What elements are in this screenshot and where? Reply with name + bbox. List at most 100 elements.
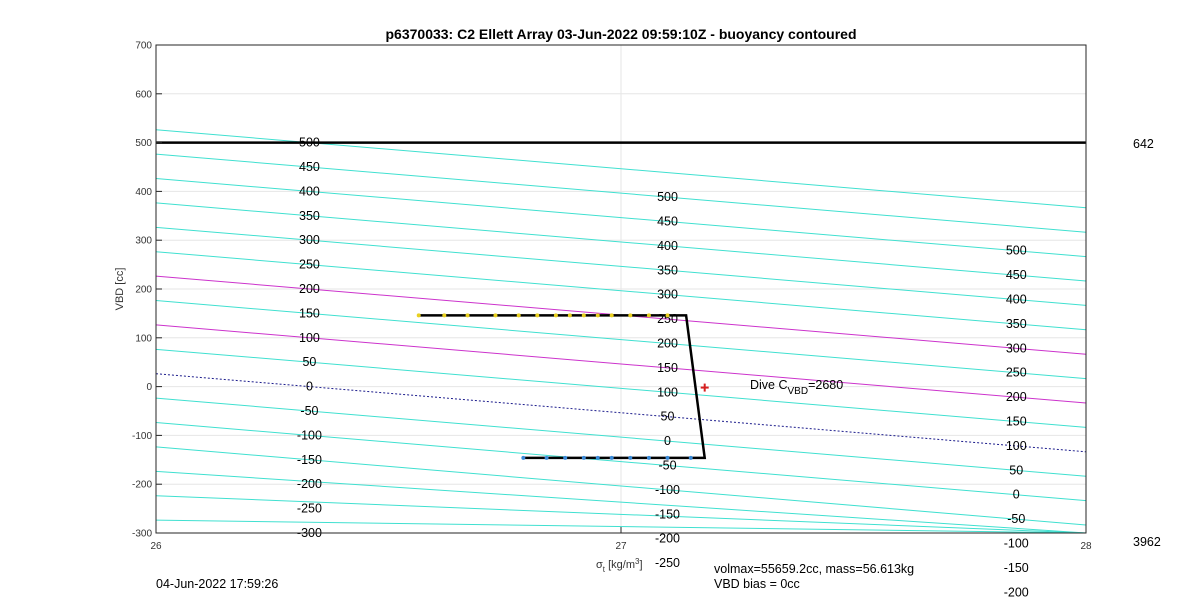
contour-label: 200 [657, 336, 678, 350]
contour-label: 150 [299, 306, 320, 320]
contour-line [155, 153, 1087, 233]
contour-label: 50 [302, 355, 316, 369]
y-tick-label: -300 [132, 529, 152, 540]
contour-label: 450 [1006, 268, 1027, 282]
contour-label: 200 [299, 282, 320, 296]
contour-label: 350 [657, 263, 678, 277]
contour-label: -250 [297, 502, 322, 516]
contour-label: 0 [1013, 488, 1020, 502]
ascent-point [553, 313, 558, 318]
x-tick-label: 28 [1080, 541, 1092, 552]
contour-label: 300 [299, 233, 320, 247]
ascent-point [665, 313, 670, 318]
ascent-point [442, 313, 447, 318]
ascent-point [646, 313, 651, 318]
contour-label: 350 [299, 209, 320, 223]
contour-line [155, 422, 1087, 502]
ascent-point [567, 313, 572, 318]
descent-point [563, 455, 568, 460]
contour-label: -50 [658, 458, 676, 472]
contour-label: 0 [306, 380, 313, 394]
contour-label: 50 [1009, 463, 1023, 477]
descent-point [609, 455, 614, 460]
contour-label: 150 [1006, 415, 1027, 429]
contour-line [155, 470, 1087, 534]
ascent-point [609, 313, 614, 318]
contour-label: -50 [1007, 512, 1025, 526]
dive-cvbd-marker [700, 383, 709, 392]
contour-label: 350 [1006, 317, 1027, 331]
contour-label: 0 [664, 434, 671, 448]
contour-line [155, 324, 1087, 404]
contour-label: 200 [1006, 390, 1027, 404]
contour-label: -150 [1004, 561, 1029, 575]
contour-label: -50 [300, 404, 318, 418]
x-label-close: ] [639, 559, 642, 571]
contour-label: 500 [1006, 244, 1027, 258]
annotation-tail: =2680 [808, 378, 843, 392]
footer-bias: VBD bias = 0cc [714, 577, 800, 591]
contour-label: -100 [1004, 537, 1029, 551]
footer-volmax: volmax=55659.2cc, mass=56.613kg [714, 562, 914, 576]
ascent-point [465, 313, 470, 318]
right-label-top: 642 [1133, 137, 1154, 151]
contour-label: 100 [1006, 439, 1027, 453]
y-axis-label: VBD [cc] [114, 268, 126, 311]
contour-label: 300 [657, 288, 678, 302]
y-tick-label: 700 [135, 41, 152, 52]
contour-label: 400 [657, 239, 678, 253]
contour-lines [155, 129, 1087, 534]
contour-line [155, 300, 1087, 380]
chart-title: p6370033: C2 Ellett Array 03-Jun-2022 09… [386, 26, 857, 42]
y-tick-label: 0 [146, 382, 152, 393]
contour-label: 150 [657, 361, 678, 375]
y-tick-label: 300 [135, 236, 152, 247]
contour-line [155, 202, 1087, 282]
dive-cvbd-annotation: Dive CVBD=2680 [750, 378, 843, 397]
descent-point [688, 455, 693, 460]
contour-line [155, 373, 1087, 453]
contour-line [155, 251, 1087, 331]
contour-label: 300 [1006, 341, 1027, 355]
contour-labels: 500450400350300250200150100500-50-100-15… [297, 136, 1029, 600]
contour-label: 400 [299, 184, 320, 198]
contour-line [155, 397, 1087, 477]
contour-label: 50 [661, 410, 675, 424]
descent-point [595, 455, 600, 460]
contour-label: 250 [1006, 366, 1027, 380]
x-axis-ticks: 26 27 28 [150, 527, 1092, 552]
contour-label: 450 [657, 214, 678, 228]
ascent-point [581, 313, 586, 318]
x-label-subscript: t [603, 565, 606, 574]
ascent-point [595, 313, 600, 318]
y-tick-label: 400 [135, 187, 152, 198]
y-tick-label: -100 [132, 431, 152, 442]
x-tick-label: 27 [615, 541, 627, 552]
descent-point [521, 455, 526, 460]
contour-label: 400 [1006, 293, 1027, 307]
contour-label: 100 [657, 385, 678, 399]
contour-line [155, 495, 1087, 534]
ascent-point [416, 313, 421, 318]
descent-point [628, 455, 633, 460]
data-points [416, 313, 693, 460]
contour-label: -100 [655, 483, 680, 497]
ascent-point [535, 313, 540, 318]
y-tick-label: 500 [135, 138, 152, 149]
contour-label: -250 [655, 556, 680, 570]
x-tick-label: 26 [150, 541, 162, 552]
descent-point [665, 455, 670, 460]
contour-line [155, 178, 1087, 258]
contour-label: 450 [299, 160, 320, 174]
x-label-unit: [kg/m [605, 559, 635, 571]
contour-line [155, 519, 1087, 534]
contour-label: -200 [1004, 585, 1029, 599]
x-axis-label: σt [kg/m3] [596, 557, 643, 574]
y-axis-ticks: -300 -200 -100 0 100 200 300 400 500 600 700 [132, 41, 162, 540]
contour-label: -100 [297, 428, 322, 442]
right-label-bottom: 3962 [1133, 535, 1161, 549]
contour-label: -200 [655, 532, 680, 546]
contour-line [155, 348, 1087, 428]
y-tick-label: -200 [132, 480, 152, 491]
contour-label: -150 [655, 507, 680, 521]
